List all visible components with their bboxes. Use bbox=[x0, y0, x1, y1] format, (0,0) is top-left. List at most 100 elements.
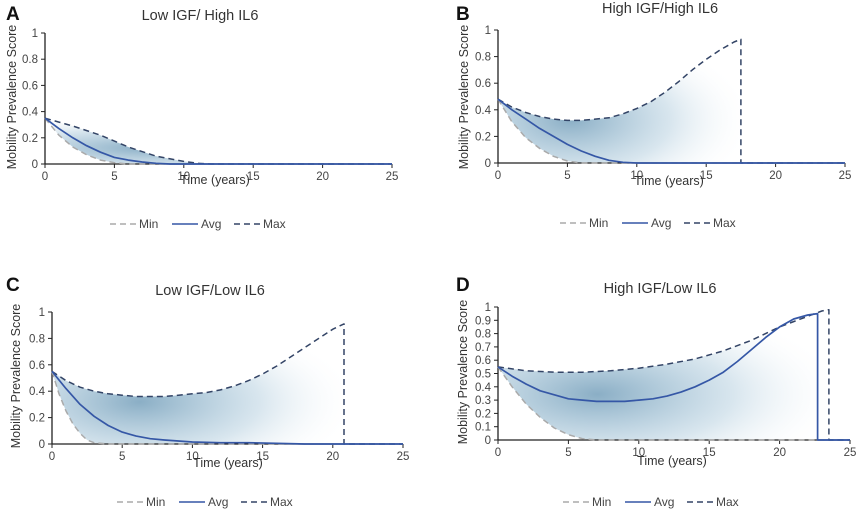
y-tick-label: 0 bbox=[485, 435, 491, 447]
x-tick-label: 0 bbox=[49, 451, 55, 463]
y-tick-label: 0.8 bbox=[475, 52, 491, 64]
x-axis-label: Time (years) bbox=[637, 454, 707, 468]
chart-title: Low IGF/ High IL6 bbox=[142, 8, 259, 24]
panel-letter: C bbox=[6, 275, 20, 296]
y-axis-label: Mobility Prevalence Score bbox=[456, 300, 470, 445]
legend-label-max: Max bbox=[716, 495, 739, 509]
y-axis-label: Mobility Prevalence Score bbox=[457, 25, 471, 170]
legend-label-max: Max bbox=[713, 216, 736, 230]
y-tick-label: 0.9 bbox=[475, 315, 491, 327]
x-tick-label: 25 bbox=[386, 171, 399, 183]
y-tick-label: 0.2 bbox=[22, 133, 38, 145]
series-line-avg bbox=[51, 370, 403, 445]
y-axis-label: Mobility Prevalence Score bbox=[9, 304, 23, 449]
x-tick-label: 20 bbox=[326, 451, 339, 463]
y-tick-label: 0.2 bbox=[475, 408, 491, 420]
series-line-max bbox=[44, 117, 392, 165]
chart-title: High IGF/Low IL6 bbox=[604, 281, 717, 297]
x-tick-label: 20 bbox=[316, 171, 329, 183]
legend-label-avg: Avg bbox=[654, 495, 674, 509]
y-tick-label: 0.6 bbox=[22, 80, 38, 92]
legend-label-avg: Avg bbox=[208, 495, 228, 509]
series-line-avg bbox=[497, 312, 850, 441]
y-tick-label: 0 bbox=[39, 439, 45, 451]
x-tick-label: 25 bbox=[397, 451, 410, 463]
x-tick-label: 25 bbox=[839, 170, 852, 182]
series-line-min bbox=[497, 366, 850, 441]
y-tick-label: 0.4 bbox=[22, 107, 39, 119]
legend-label-avg: Avg bbox=[651, 216, 671, 230]
x-tick-label: 5 bbox=[111, 171, 117, 183]
y-tick-label: 0.2 bbox=[475, 131, 491, 143]
y-tick-label: 0.3 bbox=[475, 395, 491, 407]
series-line-avg bbox=[497, 98, 845, 164]
y-tick-label: 0.8 bbox=[22, 54, 38, 66]
y-tick-label: 0.7 bbox=[475, 342, 491, 354]
x-axis-label: Time (years) bbox=[180, 173, 250, 187]
panel-letter: A bbox=[6, 4, 20, 25]
x-tick-label: 15 bbox=[256, 451, 269, 463]
x-tick-label: 0 bbox=[42, 171, 48, 183]
y-axis-label: Mobility Prevalence Score bbox=[5, 25, 19, 170]
panel-letter: D bbox=[456, 275, 470, 296]
x-tick-label: 10 bbox=[186, 451, 199, 463]
legend-label-max: Max bbox=[270, 495, 293, 509]
x-axis-label: Time (years) bbox=[634, 174, 704, 188]
x-tick-label: 15 bbox=[703, 447, 716, 459]
distribution-haze bbox=[45, 118, 392, 164]
x-tick-label: 0 bbox=[495, 170, 501, 182]
x-tick-label: 5 bbox=[565, 447, 571, 459]
legend-label-max: Max bbox=[263, 217, 286, 231]
y-tick-label: 1 bbox=[485, 302, 491, 314]
legend-label-min: Min bbox=[139, 217, 158, 231]
legend-label-min: Min bbox=[146, 495, 165, 509]
y-tick-label: 1 bbox=[39, 307, 45, 319]
x-tick-label: 10 bbox=[177, 171, 190, 183]
series-line-min bbox=[44, 117, 392, 165]
x-tick-label: 5 bbox=[119, 451, 125, 463]
legend-label-min: Min bbox=[589, 216, 608, 230]
x-tick-label: 15 bbox=[247, 171, 260, 183]
x-axis-label: Time (years) bbox=[193, 456, 263, 470]
panel-letter: B bbox=[456, 4, 470, 25]
y-tick-label: 0.1 bbox=[475, 422, 491, 434]
legend-label-avg: Avg bbox=[201, 217, 221, 231]
series-line-max bbox=[497, 38, 845, 164]
y-tick-label: 0.6 bbox=[29, 360, 45, 372]
y-tick-label: 0.4 bbox=[475, 382, 492, 394]
legend-label-min: Min bbox=[592, 495, 611, 509]
x-tick-label: 10 bbox=[632, 447, 645, 459]
y-tick-label: 0.4 bbox=[29, 386, 46, 398]
y-tick-label: 0.8 bbox=[29, 333, 45, 345]
distribution-haze bbox=[52, 323, 344, 444]
series-line-min bbox=[51, 371, 403, 445]
distribution-haze bbox=[498, 309, 829, 440]
x-tick-label: 5 bbox=[564, 170, 570, 182]
y-tick-label: 1 bbox=[32, 28, 38, 40]
y-tick-label: 0.5 bbox=[475, 369, 491, 381]
x-tick-label: 20 bbox=[769, 170, 782, 182]
y-tick-label: 1 bbox=[485, 25, 491, 37]
panel-d: D High IGF/Low IL600.10.20.30.40.50.60.70… bbox=[456, 275, 856, 509]
series-line-min bbox=[497, 98, 845, 164]
y-tick-label: 0.8 bbox=[475, 329, 491, 341]
x-tick-label: 20 bbox=[773, 447, 786, 459]
chart-title: Low IGF/Low IL6 bbox=[155, 283, 265, 299]
x-tick-label: 0 bbox=[495, 447, 501, 459]
y-tick-label: 0 bbox=[485, 158, 491, 170]
y-tick-label: 0.6 bbox=[475, 355, 491, 367]
distribution-haze bbox=[498, 39, 741, 163]
y-tick-label: 0.4 bbox=[475, 105, 492, 117]
x-tick-label: 10 bbox=[630, 170, 643, 182]
y-tick-label: 0.6 bbox=[475, 78, 491, 90]
chart-title: High IGF/High IL6 bbox=[602, 1, 718, 17]
series-line-avg bbox=[44, 117, 392, 165]
y-tick-label: 0.2 bbox=[29, 413, 45, 425]
series-line-max bbox=[497, 308, 850, 441]
x-tick-label: 15 bbox=[700, 170, 713, 182]
